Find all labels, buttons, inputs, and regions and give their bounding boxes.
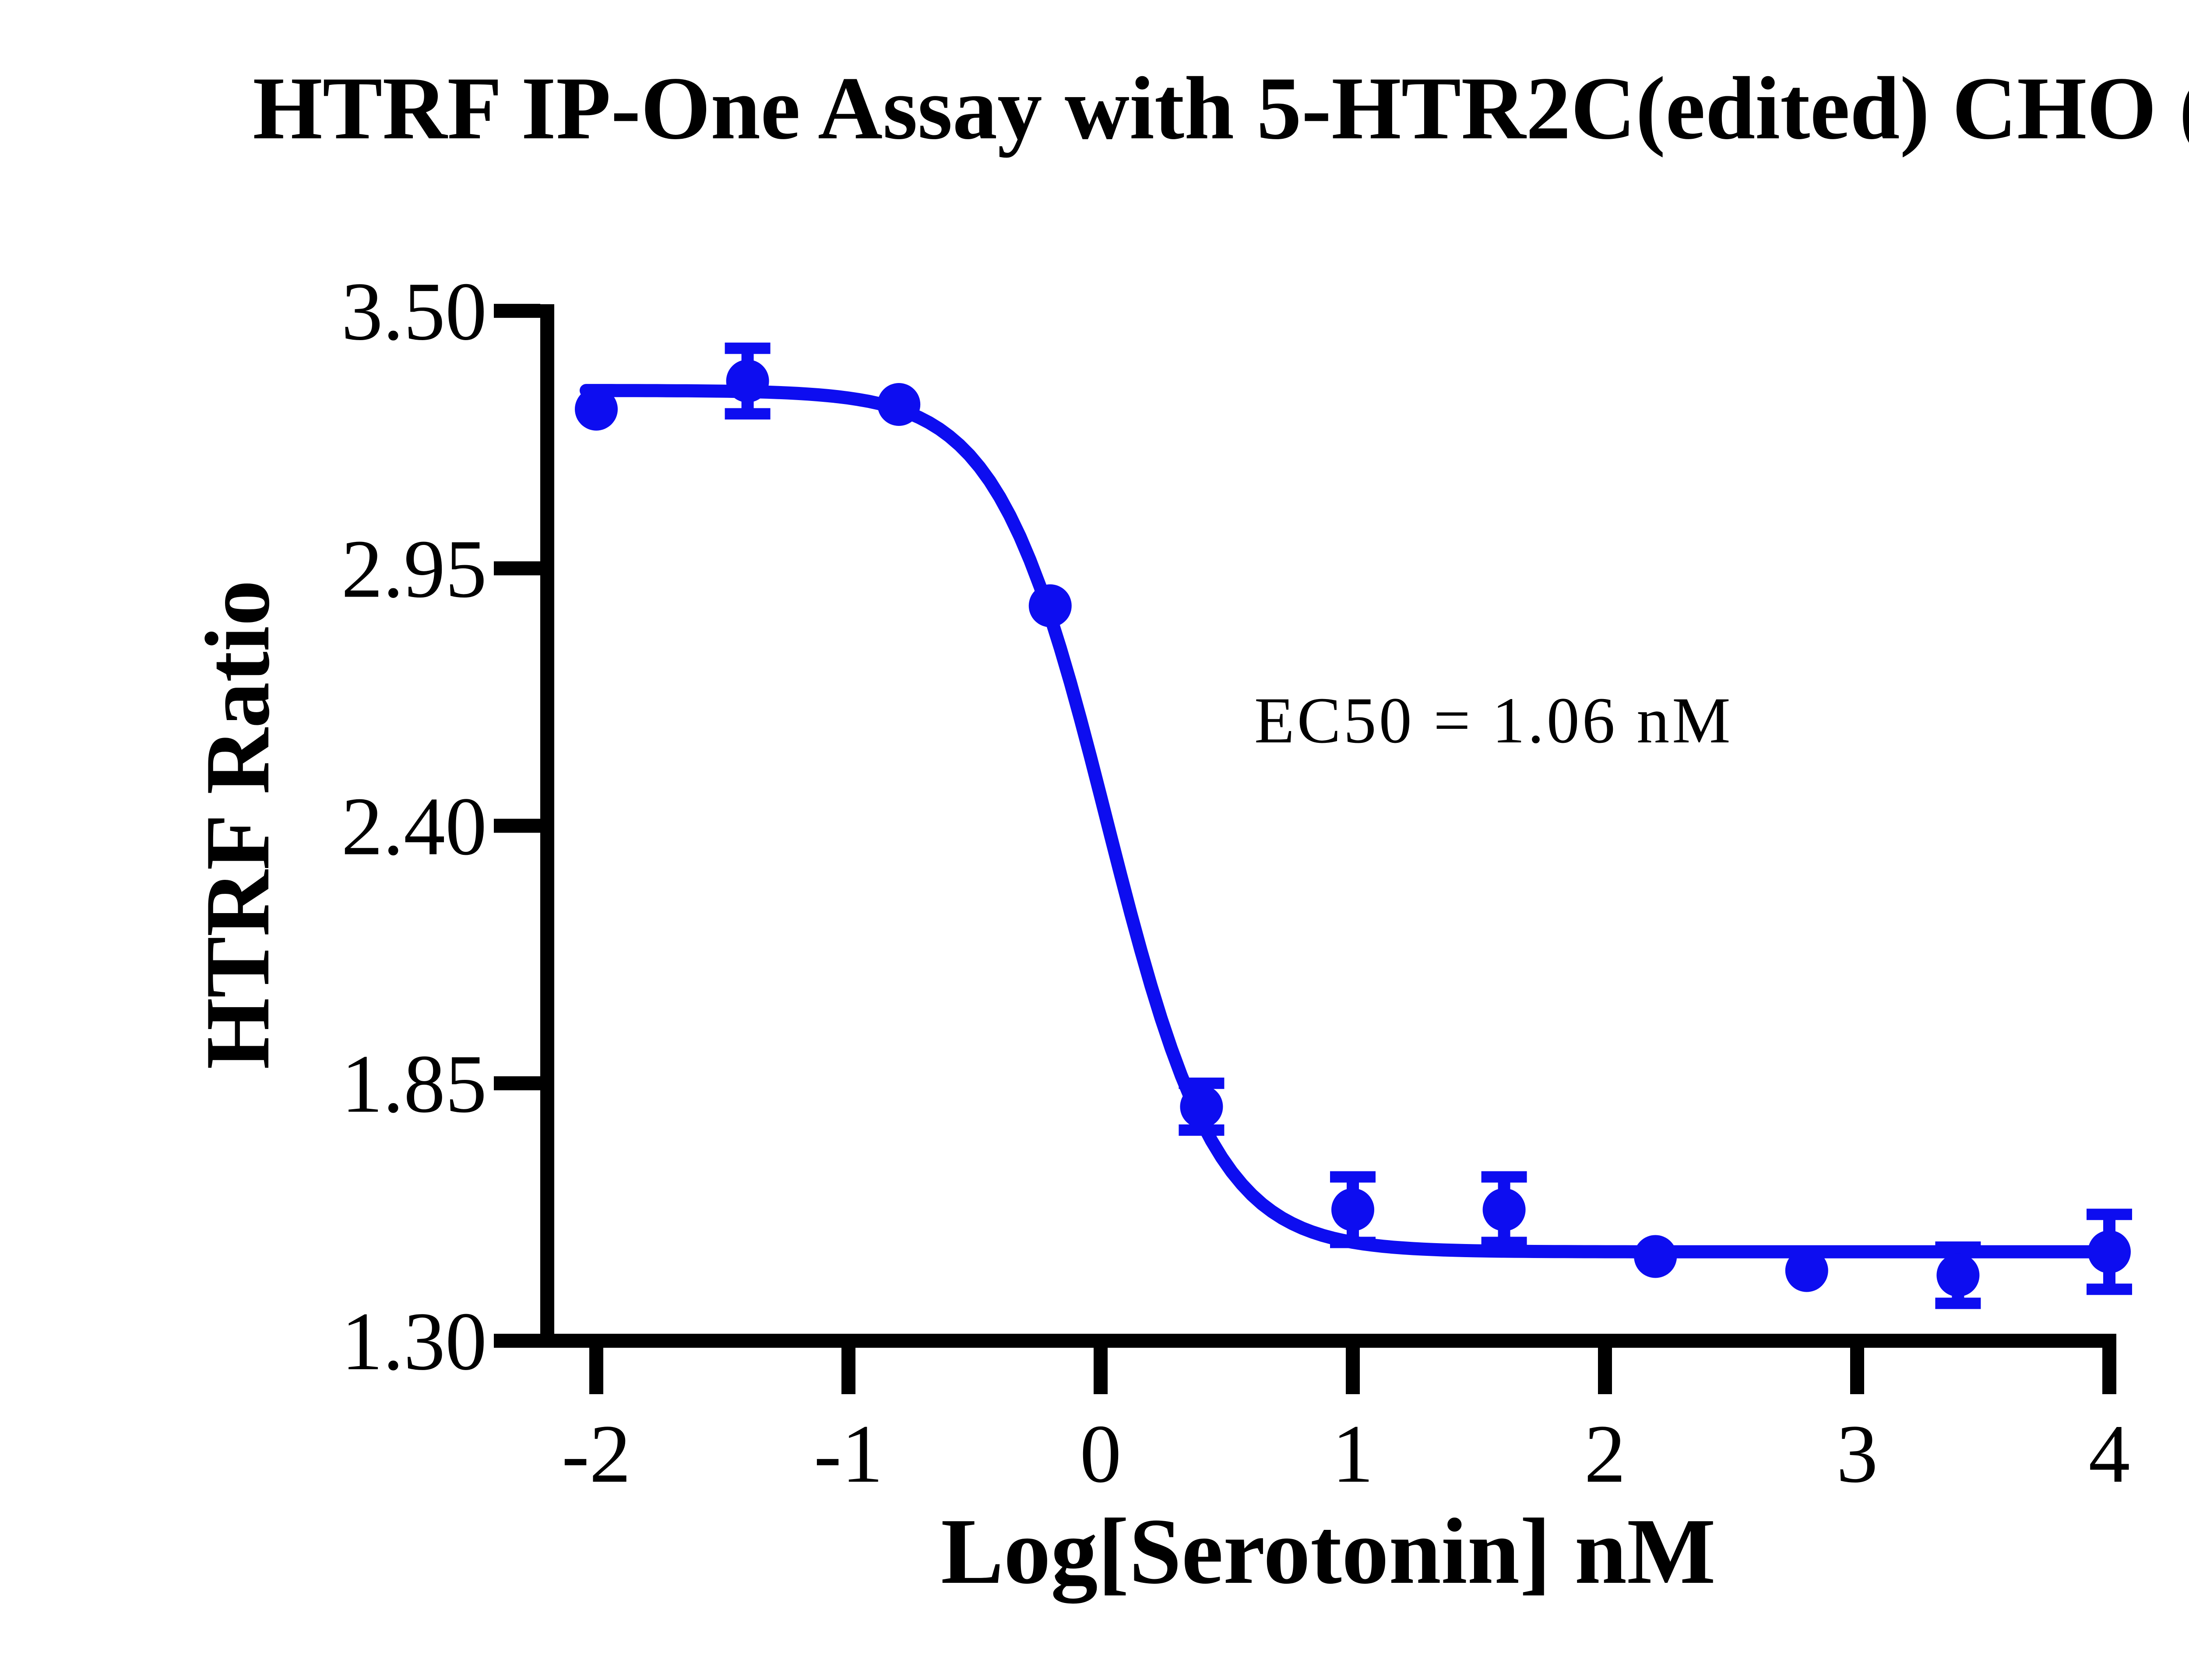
ec50-annotation: EC50 = 1.06 nM [1254,684,1733,757]
data-point [575,387,618,431]
x-tick-label: -1 [814,1408,883,1500]
data-point [726,359,769,403]
y-tick-label: 3.50 [341,266,487,358]
x-tick-label: -2 [562,1408,631,1500]
y-tick-label: 1.30 [341,1296,487,1388]
y-axis-title: HTRF Ratio [187,580,289,1069]
fit-curve [580,384,2116,1258]
x-tick-label: 0 [1080,1408,1122,1500]
data-point [1482,1188,1526,1231]
axis-frame [540,304,2116,1348]
x-axis-title: Log[Serotonin] nM [941,1499,1716,1603]
chart-title: HTRF IP-One Assay with 5-HTR2C(edited) C… [253,59,2189,158]
y-tick-label: 1.85 [341,1038,487,1130]
data-point [1331,1188,1374,1231]
data-point [2088,1230,2131,1273]
data-point [1634,1235,1677,1278]
data-point [1180,1085,1223,1128]
data-point [1785,1249,1828,1292]
x-tick-label: 4 [2089,1408,2130,1500]
y-tick-label: 2.40 [341,781,487,873]
x-tick-label: 1 [1332,1408,1374,1500]
x-tick-label: 2 [1584,1408,1626,1500]
x-tick-label: 3 [1837,1408,1878,1500]
y-tick-label: 2.95 [341,523,487,615]
data-point [1028,584,1072,627]
data-point [877,383,921,426]
data-point [1936,1254,1980,1297]
